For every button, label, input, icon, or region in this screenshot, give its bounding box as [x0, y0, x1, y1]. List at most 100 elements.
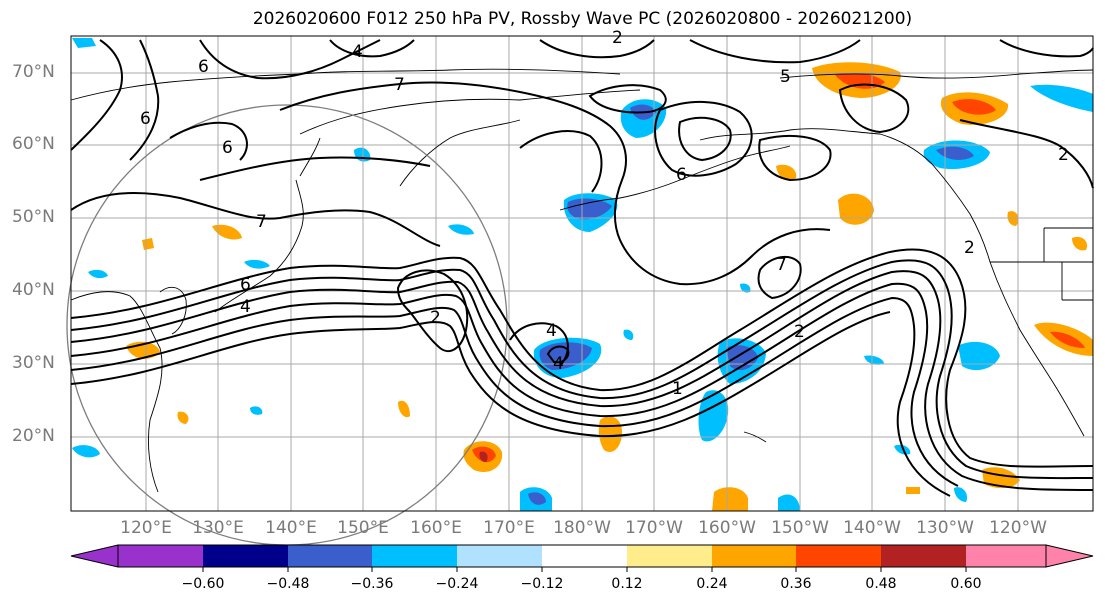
anomaly-negative: [1030, 84, 1093, 112]
pv-contours: [70, 39, 1094, 497]
coastline-north-america: [989, 261, 1085, 437]
coastline-korea: [159, 286, 187, 335]
coastline-hawaii: [743, 431, 767, 443]
lon-label: 120°W: [989, 518, 1047, 538]
contour-label: 4: [240, 297, 251, 317]
colorbar-segment: [881, 545, 966, 567]
colorbar-tick-label: −0.60: [181, 576, 225, 592]
anomaly-negative: [567, 198, 612, 220]
pv-contour-n: [758, 134, 832, 182]
colorbar-segment: [712, 545, 796, 567]
coastlines: [70, 68, 1094, 493]
lat-label: 60°N: [12, 134, 55, 154]
border-us-states: [1043, 227, 1093, 301]
contour-label: 6: [240, 275, 251, 295]
pv-contour-n: [129, 39, 160, 161]
contour-label: 7: [394, 75, 405, 95]
anomaly-positive: [952, 99, 996, 115]
pv-contour-jet: [70, 311, 891, 438]
anomaly-positive: [712, 487, 748, 511]
anomaly-positive: [1007, 211, 1019, 226]
contour-label: 2: [1058, 145, 1069, 165]
pv-contour-n: [838, 83, 910, 134]
lon-label: 130°E: [192, 518, 244, 538]
colorbar-segment: [966, 545, 1046, 567]
lon-label: 170°W: [625, 518, 683, 538]
pv-contour-n: [70, 192, 441, 247]
colorbar-tick-label: 0.24: [696, 576, 728, 592]
coastline-arctic-na: [779, 69, 1094, 79]
lat-label: 30°N: [12, 353, 55, 373]
contour-label: 7: [776, 255, 787, 275]
colorbar-extend-max: [1045, 544, 1094, 568]
colorbar-tick-label: 0.48: [865, 576, 897, 592]
pv-contour-n: [519, 130, 603, 193]
map-frame: [70, 35, 1094, 512]
contour-label: 5: [780, 67, 791, 87]
lon-label: 150°W: [771, 518, 829, 538]
colorbar-segment: [457, 545, 542, 567]
lon-label: 170°E: [483, 518, 535, 538]
lon-label: 140°W: [843, 518, 901, 538]
lat-label: 70°N: [12, 62, 55, 82]
contour-label: 4: [553, 354, 564, 374]
pv-contour-n: [757, 255, 802, 300]
contour-label: 6: [140, 109, 151, 129]
anomaly-negative: [244, 259, 270, 269]
pv-contour-n: [199, 39, 381, 80]
contour-label: 2: [794, 322, 805, 342]
pv-contour-n: [396, 269, 469, 353]
pv-contour-n: [959, 119, 1094, 189]
pv-contour-n: [546, 345, 570, 364]
lon-label: 180°W: [553, 518, 611, 538]
colorbar-segment: [288, 545, 372, 567]
coastline-japan: [214, 179, 304, 313]
anomaly-positive: [838, 193, 874, 225]
pv-contour-n: [509, 322, 569, 367]
colorbar-segment: [796, 545, 881, 567]
pv-contour-n: [329, 39, 415, 58]
colorbar-extend-min: [70, 544, 119, 568]
lon-label: 160°E: [410, 518, 462, 538]
pv-contour-jet: [70, 296, 951, 497]
anomaly-positive: [398, 400, 410, 418]
pv-contour-n: [689, 39, 861, 64]
lon-label: 140°E: [265, 518, 317, 538]
coastline-arctic: [70, 68, 621, 101]
coastline-sakhalin: [299, 137, 321, 177]
pv-contour-n: [678, 116, 732, 162]
pv-contour-n: [999, 39, 1094, 58]
colorbar-segment: [372, 545, 457, 567]
colorbar: [70, 544, 1094, 572]
anomaly-negative: [954, 487, 968, 502]
colorbar-tick-label: 0.36: [780, 576, 812, 592]
anomaly-positive: [142, 238, 154, 250]
anomaly-negative: [72, 445, 100, 458]
contour-label: 6: [676, 165, 687, 185]
colorbar-segment: [203, 545, 288, 567]
pv-contour-n: [169, 121, 248, 161]
pv-contour-jet: [70, 270, 1094, 491]
anomaly-negative: [958, 341, 1000, 371]
anomaly-negative: [894, 444, 911, 455]
coastline-aleutians: [559, 145, 791, 211]
colorbar-tick-label: −0.36: [350, 576, 394, 592]
colorbar-tick-label: −0.24: [435, 576, 479, 592]
anomaly-negative: [864, 355, 884, 365]
colorbar-tick-label: −0.48: [266, 576, 310, 592]
contour-label: 6: [198, 57, 209, 77]
contour-label: 7: [256, 212, 267, 232]
pv-contour-jet: [70, 282, 959, 487]
lon-label: 120°E: [120, 518, 172, 538]
anomaly-negative: [72, 38, 96, 48]
coastline-alaska: [699, 128, 991, 263]
lon-label: 160°W: [698, 518, 756, 538]
anomaly-positive: [1072, 236, 1088, 251]
anomaly-positive: [479, 451, 488, 462]
colorbar-frame: [117, 544, 1047, 568]
map-title: 2026020600 F012 250 hPa PV, Rossby Wave …: [252, 9, 913, 29]
anomaly-positive: [1050, 331, 1085, 348]
anomaly-negative: [250, 406, 263, 415]
pv-contour-jet: [70, 248, 1094, 468]
colorbar-tick-label: −0.12: [520, 576, 564, 592]
